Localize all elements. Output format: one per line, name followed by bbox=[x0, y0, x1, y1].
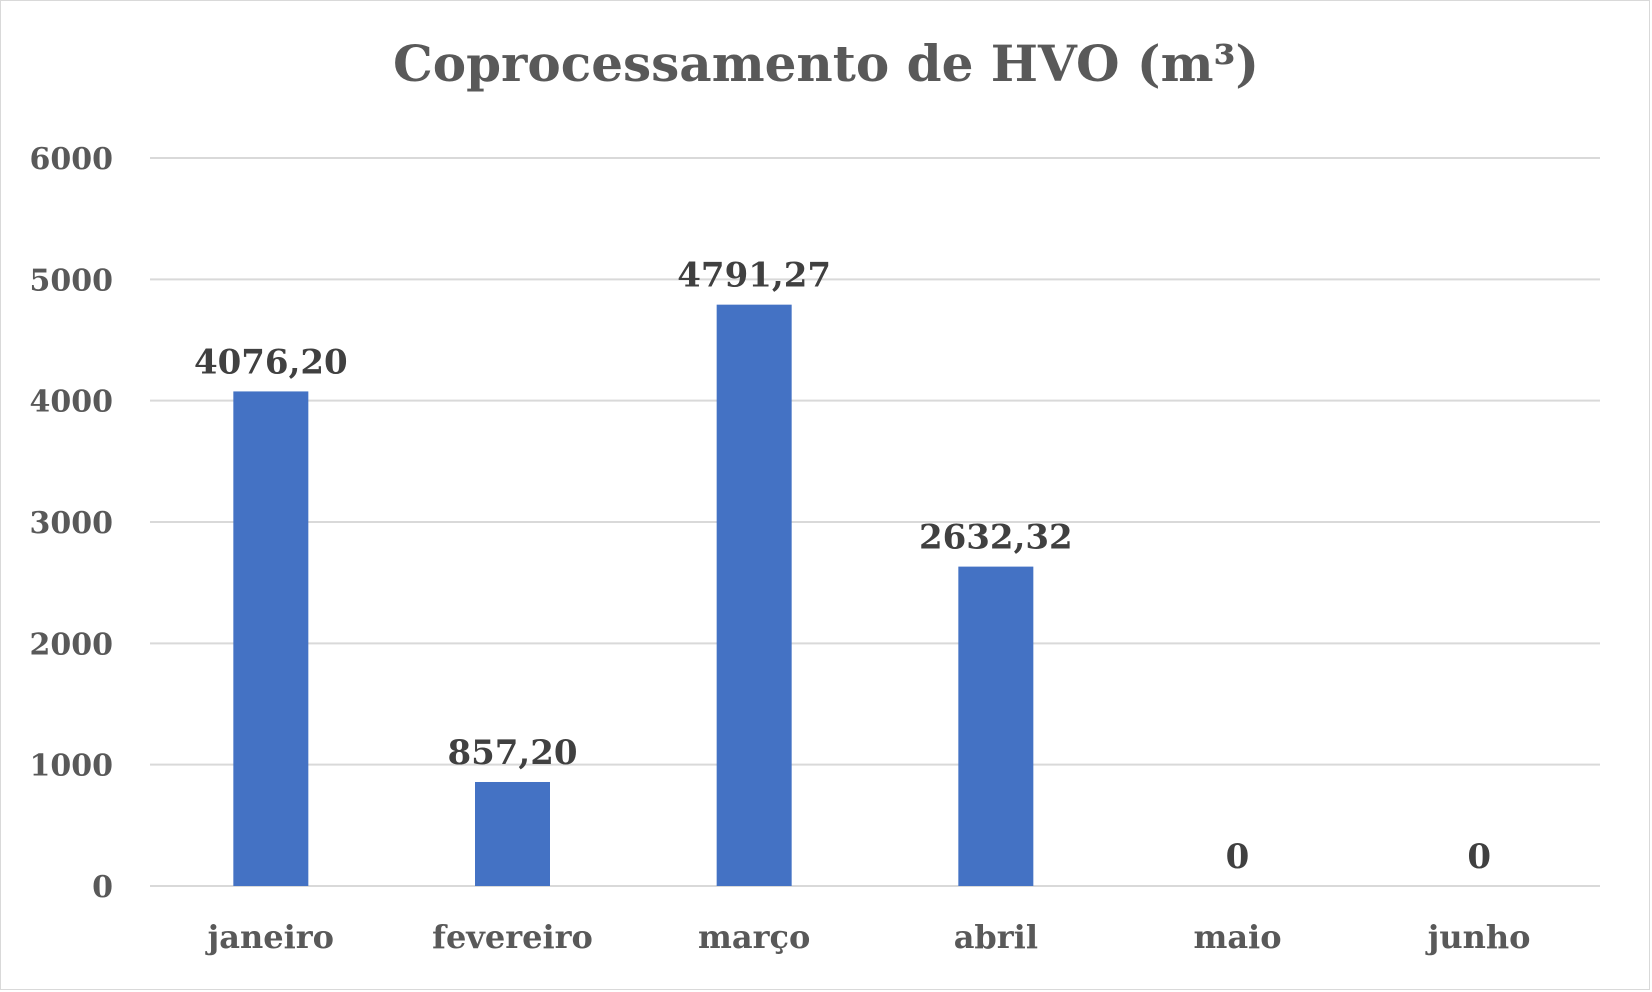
x-tick-label-fevereiro: fevereiro bbox=[432, 918, 593, 956]
data-label-março: 4791,27 bbox=[677, 256, 831, 296]
bar-fevereiro bbox=[475, 781, 550, 886]
data-label-abril: 2632,32 bbox=[919, 518, 1073, 558]
x-tick-label-maio: maio bbox=[1193, 918, 1281, 956]
x-tick-label-janeiro: janeiro bbox=[205, 918, 334, 956]
y-tick-label-6000: 6000 bbox=[30, 142, 114, 177]
data-label-maio: 0 bbox=[1226, 837, 1250, 877]
bar-abril bbox=[958, 566, 1034, 886]
data-label-junho: 0 bbox=[1467, 837, 1491, 877]
x-tick-label-março: março bbox=[698, 918, 810, 956]
data-label-fevereiro: 857,20 bbox=[447, 733, 577, 773]
bar-janeiro bbox=[233, 391, 309, 886]
bar-março bbox=[716, 304, 792, 886]
data-label-janeiro: 4076,20 bbox=[194, 342, 348, 382]
y-tick-label-4000: 4000 bbox=[30, 385, 114, 420]
y-tick-label-1000: 1000 bbox=[30, 749, 114, 784]
y-tick-label-5000: 5000 bbox=[30, 263, 114, 298]
y-tick-label-0: 0 bbox=[92, 870, 113, 905]
x-tick-label-junho: junho bbox=[1425, 918, 1531, 956]
y-tick-label-3000: 3000 bbox=[30, 506, 114, 541]
x-tick-label-abril: abril bbox=[954, 918, 1038, 956]
chart-title: Coprocessamento de HVO (m³) bbox=[392, 34, 1260, 93]
y-tick-label-2000: 2000 bbox=[30, 627, 114, 662]
